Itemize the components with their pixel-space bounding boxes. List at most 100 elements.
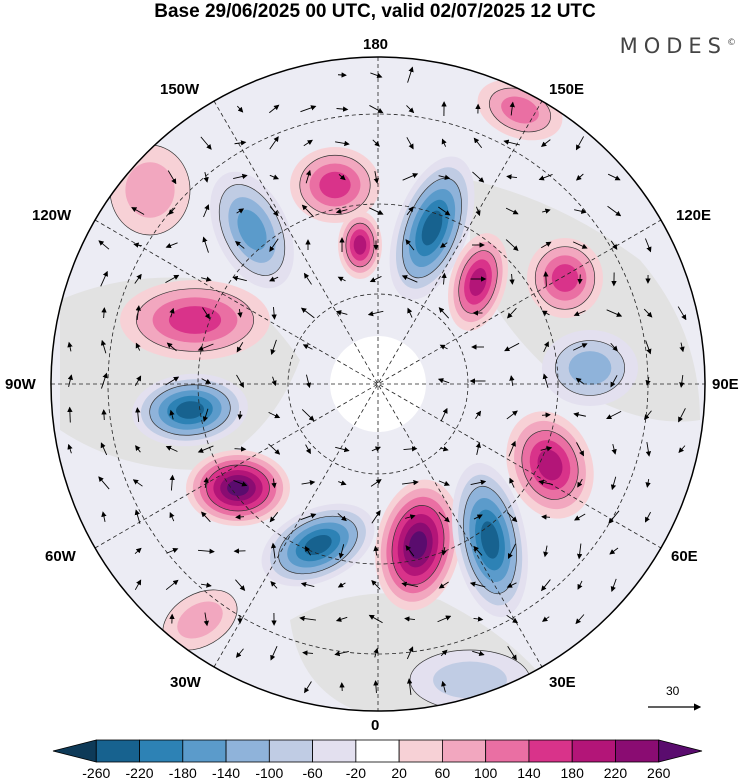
wind-arrow [538,479,553,486]
wind-arrow [438,480,450,486]
wind-arrow [509,273,515,285]
wind-arrow [336,106,349,112]
anomaly-high-65e [506,411,594,519]
wind-arrow [132,479,143,487]
wind-arrow [610,342,618,352]
wind-arrow [165,445,178,452]
wind-arrow [268,443,281,455]
colorbar-tick-label: -140 [212,765,241,781]
wind-arrow [441,680,447,693]
wind-arrow [473,545,483,556]
wind-arrow [371,580,381,590]
wind-arrow [268,411,281,419]
wind-arrow [504,342,520,352]
wind-arrow [440,446,449,452]
wind-arrow [401,275,418,283]
anomaly-high-150e [477,79,563,141]
wind-arrow [301,409,315,422]
wind-arrow [469,581,486,588]
anomaly-contour [568,351,612,385]
wind-arrow [404,616,416,622]
wind-arrow [407,66,414,83]
wind-arrow [405,545,415,557]
wind-arrow [509,375,515,387]
lon-label-60w: 60W [45,548,76,565]
anomaly-contour [304,534,332,556]
colorbar-swatch [571,739,616,763]
anomaly-contour [237,209,267,251]
colorbar-swatch [355,739,400,763]
wind-arrow [335,616,348,622]
wind-arrow [406,206,414,216]
wind-arrow [269,104,280,114]
wind-arrow [507,646,517,661]
wind-arrow [437,378,450,384]
anomaly-low-25e [452,462,528,618]
wind-arrow [67,443,73,454]
anomaly-contour [551,264,579,292]
lon-label-150e: 150E [549,81,585,98]
lon-label-90w: 90W [5,376,36,393]
wind-arrow [373,647,379,658]
brand-logo: MODES© [620,34,736,58]
wind-arrow [197,445,214,453]
wind-arrow [540,446,553,452]
wind-arrow [538,174,553,181]
wind-arrow [371,510,381,524]
wind-arrow [402,173,419,181]
wind-arrow [202,408,209,423]
wind-arrow [237,308,243,318]
wind-arrow [679,374,685,388]
wind-arrow [373,545,379,556]
wind-arrow [305,374,312,389]
wind-arrow [235,514,245,520]
wind-arrow [98,476,110,490]
anomaly-contour [480,521,500,559]
lon-label-150w: 150W [160,81,200,98]
wind-arrow [338,174,346,181]
wind-arrow [165,376,180,386]
colorbar-swatch [268,739,314,763]
wind-arrow [269,276,279,282]
colorbar-swatch [615,739,660,763]
wind-arrow [334,650,349,657]
wind-arrow [473,616,484,622]
anomaly-high-110w [120,280,270,360]
wind-arrow [101,372,108,389]
wind-arrow [645,442,652,457]
anomaly-low-90w [132,373,248,447]
wind-arrow [473,137,483,148]
wind-arrow [573,343,588,351]
wind-arrow [472,650,485,657]
wind-arrow [270,339,277,355]
wind-arrow [135,445,141,453]
lon-label-0: 0 [371,717,380,734]
wind-arrow [473,514,483,520]
colorbar-tick-label: -20 [345,765,366,781]
wind-arrow [405,239,415,251]
colorbar-tick-label: 140 [517,765,541,781]
lon-label-120w: 120W [32,207,72,224]
wind-arrow [506,174,518,180]
wind-arrow [100,339,107,354]
wind-arrow [407,307,413,318]
wind-arrow [438,174,451,180]
wind-arrow [236,208,245,214]
anomaly-contour [433,661,507,699]
lon-label-60e: 60E [671,548,698,565]
wind-arrow [543,545,549,558]
wind-arrow [304,681,312,694]
colorbar-swatch [225,739,270,763]
wind-arrow [169,409,175,420]
wind-arrow [134,547,142,555]
colorbar-tick-label: 100 [473,765,498,781]
anomaly-contour [177,601,223,639]
wind-arrow [541,514,551,520]
anomaly-contour [168,306,222,334]
anomaly-high-180 [290,147,380,223]
wind-arrow [606,410,622,420]
colorbar-swatch [528,739,573,763]
wind-arrow [645,511,651,523]
wind-arrow [233,479,248,487]
